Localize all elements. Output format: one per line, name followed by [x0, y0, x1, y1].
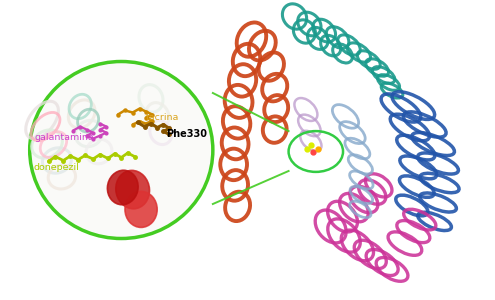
Text: donepezil: donepezil: [34, 164, 79, 172]
Ellipse shape: [125, 191, 157, 227]
Ellipse shape: [107, 170, 138, 205]
Text: galantamina: galantamina: [35, 134, 95, 142]
Ellipse shape: [116, 170, 149, 209]
Ellipse shape: [30, 61, 213, 239]
Text: Phe330: Phe330: [166, 129, 207, 140]
Text: tacrina: tacrina: [146, 113, 179, 122]
